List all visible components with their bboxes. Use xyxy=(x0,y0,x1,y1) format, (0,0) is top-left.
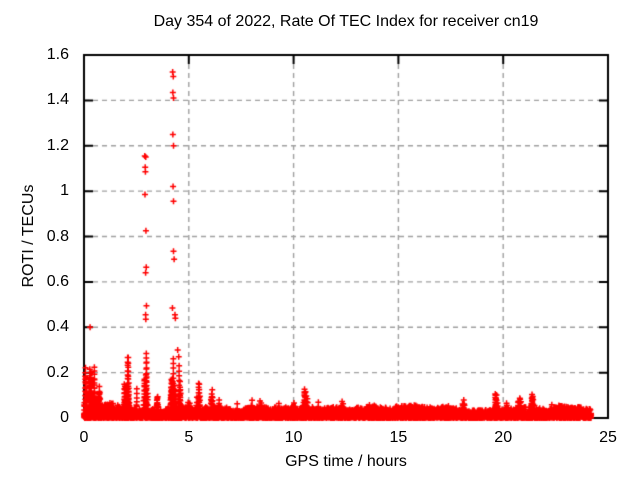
y-tick-label: 1.6 xyxy=(46,46,69,63)
y-tick-label: 0.6 xyxy=(46,272,69,290)
x-tick-label: 5 xyxy=(184,429,194,446)
x-axis-label: GPS time / hours xyxy=(285,453,407,470)
y-tick-label: 0.8 xyxy=(46,227,69,245)
y-axis-label: ROTI / TECUs xyxy=(20,184,37,288)
y-tick-label: 0.4 xyxy=(46,318,69,336)
x-tick-label: 15 xyxy=(389,429,408,446)
x-tick-label: 20 xyxy=(494,429,513,446)
x-tick-label: 0 xyxy=(79,429,89,446)
x-tick-label: 10 xyxy=(284,429,303,446)
chart-title: Day 354 of 2022, Rate Of TEC Index for r… xyxy=(153,13,539,30)
y-tick-label: 0 xyxy=(60,409,69,426)
x-tick-label: 25 xyxy=(599,429,617,446)
y-tick-label: 0.2 xyxy=(46,363,69,381)
y-tick-label: 1 xyxy=(60,182,69,200)
y-tick-label: 1.2 xyxy=(46,136,69,154)
y-tick-label: 1.4 xyxy=(46,91,69,109)
